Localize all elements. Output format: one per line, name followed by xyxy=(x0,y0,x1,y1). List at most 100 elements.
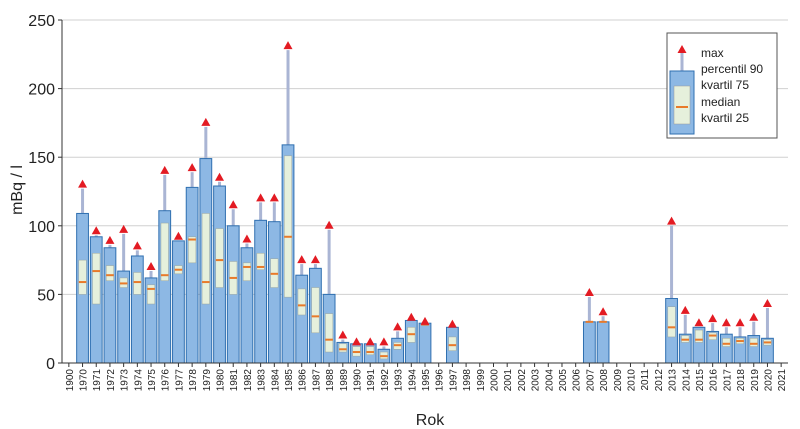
x-tick-label-2020: 2020 xyxy=(763,369,774,392)
max-marker-1974 xyxy=(132,241,142,250)
x-tick-label-1971: 1971 xyxy=(92,369,103,392)
max-marker-2020 xyxy=(762,299,772,308)
x-tick-label-2008: 2008 xyxy=(599,369,610,392)
p90-bar-1984 xyxy=(267,221,281,364)
x-tick-label-1996: 1996 xyxy=(435,369,446,392)
iqr-box-1989 xyxy=(338,343,347,353)
x-tick-label-2001: 2001 xyxy=(503,369,514,392)
iqr-box-1983 xyxy=(256,252,265,270)
p90-bar-1978 xyxy=(185,186,199,364)
box-1987 xyxy=(309,255,322,364)
x-tick-label-1981: 1981 xyxy=(229,369,240,392)
x-tick-label-2012: 2012 xyxy=(654,369,665,392)
box-1971 xyxy=(89,226,103,364)
max-marker-2014 xyxy=(680,305,690,314)
max-marker-1990 xyxy=(352,337,362,346)
box-2017 xyxy=(719,318,733,364)
max-marker-2013 xyxy=(667,216,677,225)
iqr-box-2015 xyxy=(694,329,703,343)
y-tick-label-100: 100 xyxy=(28,219,55,236)
x-tick-label-2011: 2011 xyxy=(640,369,651,391)
y-axis-label: mBq / l xyxy=(9,165,26,215)
p90-bar-1995 xyxy=(418,322,432,364)
p90-bar-1983 xyxy=(254,219,268,364)
box-2016 xyxy=(706,314,720,364)
iqr-box-1979 xyxy=(201,213,210,305)
x-tick-label-1987: 1987 xyxy=(311,369,322,392)
max-marker-1973 xyxy=(119,224,129,233)
x-tick-label-2000: 2000 xyxy=(489,369,500,392)
x-tick-label-1980: 1980 xyxy=(216,369,227,392)
x-tick-label-2007: 2007 xyxy=(585,369,596,392)
iqr-box-1991 xyxy=(366,346,375,356)
x-tick-label-1992: 1992 xyxy=(380,369,391,392)
iqr-box-1985 xyxy=(284,155,293,298)
max-marker-1988 xyxy=(324,220,334,229)
box-1970 xyxy=(76,179,89,364)
iqr-box-2017 xyxy=(722,338,731,347)
x-axis-ticks: 1900 1970 1971 1972 1973 1974 1975 1976 1977 1978… xyxy=(65,363,788,391)
box-1977 xyxy=(172,231,185,364)
x-tick-label-1976: 1976 xyxy=(161,369,172,392)
x-tick-label-2009: 2009 xyxy=(613,369,624,392)
max-marker-1977 xyxy=(173,231,183,240)
box-1997 xyxy=(446,319,459,364)
max-marker-1984 xyxy=(269,193,279,202)
x-tick-label-1973: 1973 xyxy=(120,369,131,392)
iqr-box-1978 xyxy=(188,236,197,264)
box-2007 xyxy=(582,288,596,364)
max-marker-1979 xyxy=(201,117,211,126)
box-1972 xyxy=(103,235,117,364)
x-tick-label-1986: 1986 xyxy=(298,369,309,392)
box-2015 xyxy=(692,318,706,364)
max-marker-2016 xyxy=(708,314,718,323)
max-marker-1978 xyxy=(187,163,197,172)
max-marker-1982 xyxy=(242,234,252,243)
iqr-box-1988 xyxy=(325,313,334,353)
box-1988 xyxy=(322,220,336,364)
x-tick-label-1972: 1972 xyxy=(106,369,117,392)
legend-label-q75: kvartil 75 xyxy=(701,78,749,92)
box-1985 xyxy=(281,41,295,364)
box-1973 xyxy=(117,224,131,364)
iqr-box-1997 xyxy=(448,336,457,351)
max-marker-2017 xyxy=(721,318,731,327)
box-1980 xyxy=(213,172,226,364)
max-marker-1980 xyxy=(215,172,225,181)
box-1993 xyxy=(391,322,404,364)
box-1981 xyxy=(226,200,240,364)
x-tick-label-2002: 2002 xyxy=(517,369,528,392)
x-tick-label-1994: 1994 xyxy=(407,369,418,392)
p90-bar-1972 xyxy=(103,247,117,364)
max-marker-1997 xyxy=(447,319,457,328)
x-tick-label-1988: 1988 xyxy=(325,369,336,392)
box-1986 xyxy=(295,255,309,364)
box-1992 xyxy=(377,337,391,364)
box-1989 xyxy=(336,330,350,364)
box-1990 xyxy=(350,337,363,364)
box-1975 xyxy=(144,261,158,364)
max-marker-1987 xyxy=(310,255,320,264)
x-tick-label-1999: 1999 xyxy=(476,369,487,392)
x-tick-label-1991: 1991 xyxy=(366,369,377,392)
box-1983 xyxy=(254,193,268,364)
max-marker-1989 xyxy=(338,330,348,339)
box-1982 xyxy=(240,234,254,364)
x-tick-label-1989: 1989 xyxy=(339,369,350,392)
y-tick-label-250: 250 xyxy=(28,13,55,30)
iqr-box-1971 xyxy=(92,252,101,305)
max-marker-1991 xyxy=(365,337,375,346)
x-tick-label-1983: 1983 xyxy=(257,369,268,392)
max-marker-1981 xyxy=(228,200,238,209)
x-tick-label-1995: 1995 xyxy=(421,369,432,392)
p90-bar-1993 xyxy=(391,337,404,364)
iqr-box-1974 xyxy=(133,272,142,295)
max-marker-1995 xyxy=(420,316,430,325)
max-marker-2019 xyxy=(749,312,759,321)
y-tick-label-0: 0 xyxy=(46,356,55,373)
x-tick-label-2019: 2019 xyxy=(750,369,761,392)
legend-label-q25: kvartil 25 xyxy=(701,111,749,125)
box-1978 xyxy=(185,163,199,364)
x-tick-label-2016: 2016 xyxy=(709,369,720,392)
